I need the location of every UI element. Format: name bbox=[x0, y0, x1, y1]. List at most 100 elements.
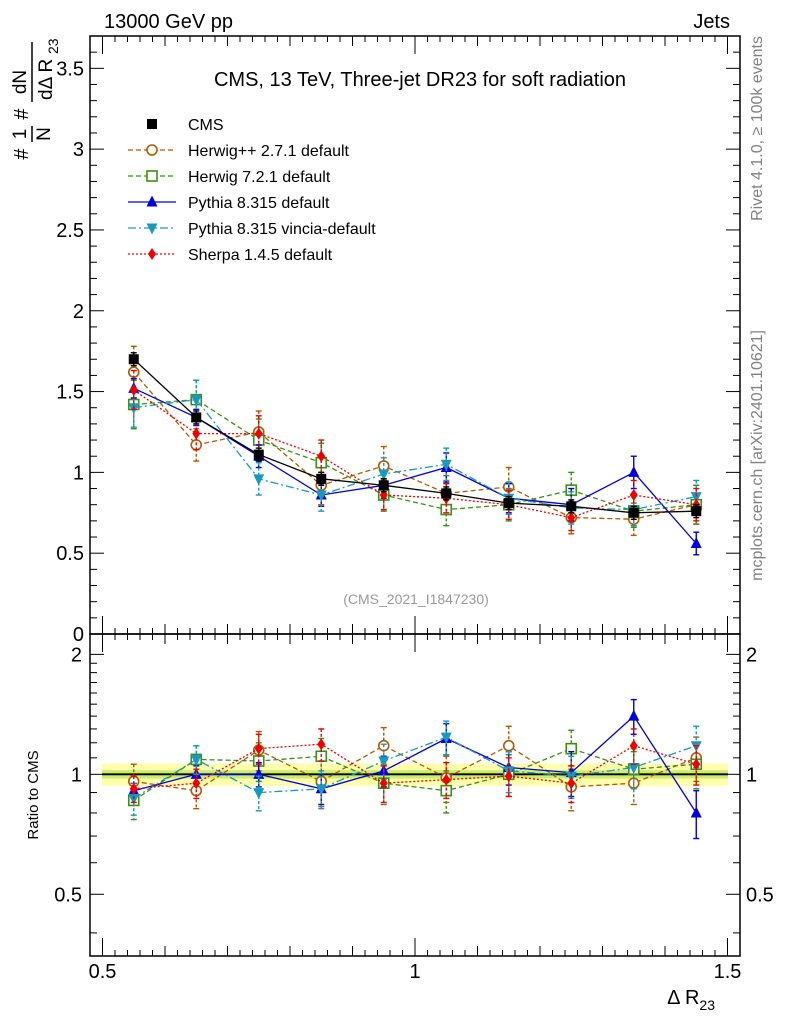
analysis-id-label: (CMS_2021_I1847230) bbox=[343, 591, 489, 607]
series-line-sherpa-1-4-5-default bbox=[133, 743, 697, 790]
legend-marker bbox=[146, 144, 158, 156]
series-line-herwig-2-7-1-default bbox=[133, 371, 697, 520]
header-jets-label: Jets bbox=[693, 11, 730, 33]
data-point bbox=[192, 777, 201, 790]
main-y-tick-labels: 0 0.5 1 1.5 2 2.5 3 3.5 bbox=[56, 58, 84, 646]
y-tick-label: 0.5 bbox=[56, 543, 84, 565]
series-pythia-8-315-vincia-default bbox=[128, 379, 702, 527]
series-sherpa-1-4-5-default bbox=[129, 728, 701, 804]
data-point bbox=[503, 498, 514, 509]
y-tick-label: 2 bbox=[73, 301, 84, 323]
data-point bbox=[317, 450, 326, 463]
data-point bbox=[690, 492, 702, 504]
x-axis-title-sub: 23 bbox=[699, 997, 715, 1013]
data-point bbox=[254, 742, 263, 755]
data-point bbox=[440, 732, 452, 744]
data-point bbox=[253, 449, 264, 460]
ylabel-dn: dN bbox=[10, 70, 31, 94]
data-point bbox=[502, 739, 515, 752]
main-ticks bbox=[90, 35, 740, 635]
data-point bbox=[254, 427, 263, 440]
data-point bbox=[628, 507, 639, 518]
data-point bbox=[315, 784, 327, 796]
data-point bbox=[628, 465, 640, 477]
data-point bbox=[629, 739, 638, 752]
series-line-pythia-8-315-vincia-default bbox=[133, 398, 697, 511]
data-point bbox=[316, 473, 327, 484]
ylabel-ddr-sub: 23 bbox=[45, 38, 61, 54]
data-point bbox=[379, 777, 388, 790]
x-tick-label: 1.5 bbox=[714, 961, 742, 983]
legend-item-cms: CMS bbox=[147, 117, 224, 134]
data-point bbox=[567, 777, 576, 790]
legend-item-sherpa-1-4-5-default: Sherpa 1.4.5 default bbox=[128, 247, 333, 264]
ratio-y-axis-title: Ratio to CMS bbox=[25, 750, 42, 839]
y-tick-label: 0 bbox=[73, 624, 84, 646]
ratio-series-group bbox=[127, 698, 703, 840]
legend-marker bbox=[146, 223, 158, 235]
data-point bbox=[504, 770, 513, 783]
main-y-axis-title: # 1 N # dN dΔ R 23 bbox=[10, 38, 61, 159]
series-sherpa-1-4-5-default bbox=[129, 369, 701, 532]
data-point bbox=[691, 506, 702, 517]
series-line-cms bbox=[133, 358, 697, 514]
data-point bbox=[378, 480, 389, 491]
mcplots-url-label: mcplots.cern.ch [arXiv:2401.10621] bbox=[749, 330, 766, 581]
x-axis-title-main: Δ R bbox=[667, 987, 699, 1009]
data-point bbox=[629, 489, 638, 502]
ratio-frame bbox=[89, 633, 741, 957]
ratio-panel: 0.5 0.5 1 1 2 2 Ratio to CMS 0.5 1 1.5 Δ R23 bbox=[25, 633, 774, 1013]
legend-marker bbox=[146, 195, 158, 207]
series-herwig-2-7-1-default bbox=[127, 345, 703, 537]
legend-marker bbox=[147, 119, 157, 129]
data-point bbox=[442, 773, 451, 786]
data-point bbox=[253, 474, 265, 486]
legend-label: Pythia 8.315 vincia-default bbox=[188, 221, 376, 238]
data-point bbox=[190, 754, 202, 766]
legend-marker bbox=[148, 248, 156, 260]
x-axis-title: Δ R23 bbox=[667, 987, 715, 1013]
main-series-group bbox=[127, 345, 703, 556]
y-tick-label: 1.5 bbox=[56, 382, 84, 404]
data-point bbox=[567, 511, 576, 524]
data-point bbox=[191, 412, 202, 423]
legend-label: Herwig++ 2.7.1 default bbox=[188, 143, 350, 160]
x-tick-label: 1 bbox=[409, 961, 420, 983]
series-line-herwig-7-2-1-default bbox=[133, 747, 697, 801]
x-tick-labels: 0.5 1 1.5 bbox=[89, 961, 742, 983]
data-point bbox=[192, 427, 201, 440]
data-point bbox=[315, 490, 327, 502]
data-point bbox=[690, 536, 702, 548]
ylabel-hash1: # bbox=[11, 148, 33, 160]
legend-label: Sherpa 1.4.5 default bbox=[188, 247, 333, 264]
legend-marker bbox=[146, 170, 158, 182]
data-point bbox=[253, 788, 265, 800]
chart-title: CMS, 13 TeV, Three-jet DR23 for soft rad… bbox=[214, 69, 626, 91]
series-herwig-7-2-1-default bbox=[127, 379, 703, 529]
ylabel-ddr: dΔ R bbox=[36, 59, 57, 100]
ratio-y-tick-label-right: 0.5 bbox=[746, 884, 774, 906]
series-line-herwig-7-2-1-default bbox=[133, 398, 697, 512]
data-point bbox=[690, 806, 702, 818]
ylabel-one: 1 bbox=[10, 129, 31, 140]
series-cms bbox=[128, 352, 702, 520]
ratio-y-tick-labels: 0.5 0.5 1 1 2 2 bbox=[54, 644, 774, 906]
y-tick-label: 3.5 bbox=[56, 58, 84, 80]
header-energy-label: 13000 GeV pp bbox=[104, 11, 233, 33]
data-point bbox=[566, 501, 577, 512]
data-point bbox=[378, 469, 390, 481]
series-line-pythia-8-315-vincia-default bbox=[133, 736, 697, 799]
data-point bbox=[628, 709, 640, 721]
data-point bbox=[317, 738, 326, 751]
data-point bbox=[129, 782, 138, 795]
rivet-version-label: Rivet 4.1.0, ≥ 100k events bbox=[749, 36, 766, 221]
series-line-sherpa-1-4-5-default bbox=[133, 389, 697, 519]
ratio-y-tick-label: 0.5 bbox=[54, 884, 82, 906]
ratio-y-tick-label: 2 bbox=[71, 644, 82, 666]
series-line-pythia-8-315-default bbox=[133, 387, 697, 544]
ratio-y-tick-label-right: 2 bbox=[746, 644, 757, 666]
data-point bbox=[692, 758, 701, 771]
data-point bbox=[628, 763, 640, 775]
ylabel-hash2: # bbox=[11, 108, 33, 120]
